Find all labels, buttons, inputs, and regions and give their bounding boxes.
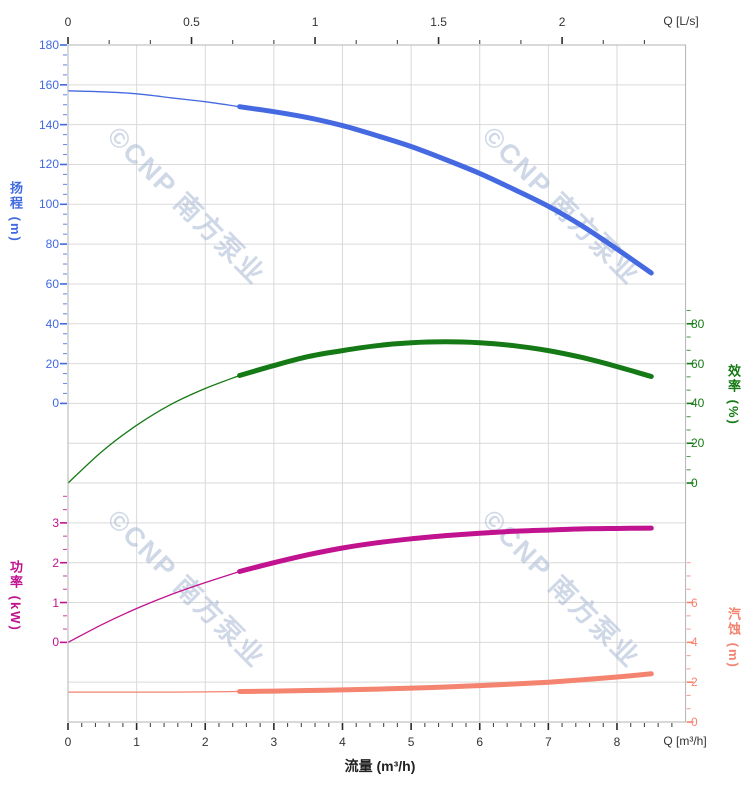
top-axis-unit-label: Q [L/s] (663, 14, 699, 28)
power-tick-label: 1 (52, 595, 59, 610)
head-tick-label: 20 (45, 356, 59, 371)
npsh-tick-label: 2 (691, 675, 698, 690)
head-tick-label: 0 (52, 396, 59, 411)
curve-layer (67, 90, 654, 694)
efficiency-curve (237, 339, 654, 379)
power-curve (237, 525, 654, 574)
power-tick-label: 2 (52, 555, 59, 570)
head-axis-title: 扬程 (m) (8, 181, 23, 243)
head-curve (237, 104, 654, 276)
bottom-tick-label: 3 (270, 735, 278, 749)
tick-layer (60, 37, 694, 730)
top-tick-label: 2 (558, 15, 566, 29)
bottom-tick-label: 1 (133, 735, 140, 749)
head-tick-label: 40 (45, 316, 59, 331)
bottom-tick-label: 0 (64, 735, 72, 749)
head-tick-label: 100 (38, 197, 59, 212)
power-tick-label: 0 (52, 635, 59, 650)
watermark: ©CNP 南方泵业 (477, 120, 647, 290)
efficiency-curve-thin (67, 374, 240, 484)
power-tick-label: 3 (52, 515, 59, 530)
bottom-tick-label: 7 (545, 735, 552, 749)
gridlines (68, 45, 686, 722)
top-tick-label: 0.5 (183, 15, 200, 29)
plot-border (67, 44, 687, 723)
head-tick-label: 140 (38, 117, 59, 132)
power-axis-title: 功率 (kW) (8, 560, 23, 632)
eff-tick-label: 0 (691, 476, 698, 491)
top-tick-label: 1.5 (430, 15, 447, 29)
top-tick-label: 0 (64, 15, 72, 29)
npsh-curve-thin (68, 690, 240, 693)
eff-tick-label: 60 (691, 356, 705, 371)
bottom-tick-label: 2 (201, 735, 209, 749)
npsh-tick-label: 6 (691, 595, 698, 610)
head-curve-thin (67, 90, 240, 108)
head-tick-label: 180 (38, 38, 59, 52)
watermark: ©CNP 南方泵业 (102, 120, 272, 290)
bottom-axis-unit-label: Q [m³/h] (663, 734, 707, 748)
head-tick-label: 160 (38, 77, 59, 92)
eff-tick-label: 80 (691, 316, 705, 331)
power-curve-thin (67, 570, 240, 643)
npsh-tick-label: 4 (691, 635, 698, 650)
npsh-axis-title: 汽蚀 (m) (726, 607, 741, 669)
npsh-tick-label: 0 (691, 715, 698, 729)
head-tick-label: 120 (38, 157, 59, 172)
top-tick-label: 1 (311, 15, 319, 29)
bottom-tick-label: 6 (476, 735, 484, 749)
bottom-tick-label: 4 (339, 735, 346, 749)
flow-axis-title: 流量 (m³/h) (344, 758, 416, 774)
eff-tick-label: 20 (691, 436, 705, 451)
npsh-curve (237, 671, 654, 694)
efficiency-axis-title: 效率 (%) (726, 364, 741, 426)
bottom-tick-label: 5 (407, 735, 415, 749)
eff-tick-label: 40 (691, 396, 705, 411)
head-tick-label: 80 (45, 237, 59, 252)
head-tick-label: 60 (45, 276, 59, 291)
bottom-tick-label: 8 (613, 735, 621, 749)
